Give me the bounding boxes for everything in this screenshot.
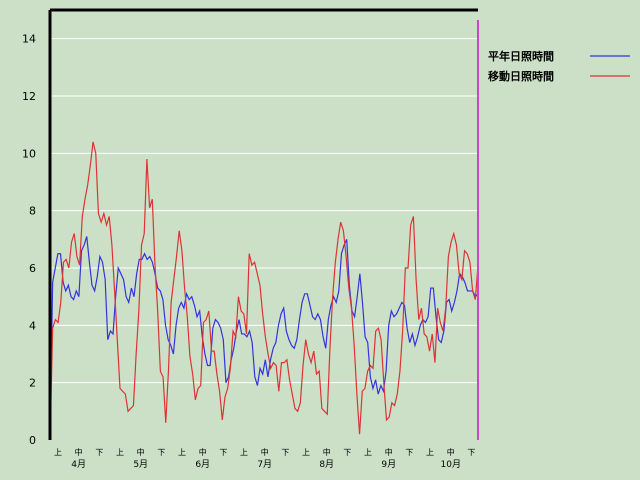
y-tick-label: 2: [29, 377, 36, 390]
x-month-label: 5月: [133, 459, 148, 470]
x-dekad-label: 下: [467, 448, 475, 457]
x-month-label: 6月: [195, 459, 210, 470]
x-dekad-label: 上: [364, 448, 372, 457]
x-dekad-label: 中: [137, 447, 145, 457]
series-line-normal: [49, 236, 479, 441]
x-dekad-label: 中: [199, 447, 207, 457]
x-dekad-label: 下: [343, 448, 351, 457]
y-tick-label: 8: [29, 205, 36, 218]
x-dekad-label: 中: [447, 447, 455, 457]
x-dekad-label: 上: [178, 448, 186, 457]
x-month-label: 8月: [319, 459, 334, 470]
x-month-label: 10月: [441, 459, 461, 470]
x-dekad-label: 下: [405, 448, 413, 457]
x-month-label: 9月: [381, 459, 396, 470]
series-line-moving: [49, 141, 479, 441]
x-month-label: 4月: [71, 459, 86, 470]
y-tick-label: 10: [22, 147, 36, 160]
x-dekad-label: 上: [54, 448, 62, 457]
x-dekad-label: 中: [323, 447, 331, 457]
x-dekad-label: 中: [75, 447, 83, 457]
x-dekad-label: 下: [281, 448, 289, 457]
y-tick-label: 0: [29, 434, 36, 447]
x-dekad-label: 上: [302, 448, 310, 457]
x-dekad-label: 下: [219, 448, 227, 457]
y-tick-label: 14: [22, 33, 36, 46]
x-month-label: 7月: [257, 459, 272, 470]
y-tick-label: 6: [29, 262, 36, 275]
legend-label: 移動日照時間: [488, 69, 554, 83]
legend-label: 平年日照時間: [488, 49, 554, 63]
x-dekad-label: 上: [426, 448, 434, 457]
x-dekad-label: 中: [385, 447, 393, 457]
y-tick-label: 4: [29, 319, 36, 332]
x-dekad-label: 下: [95, 448, 103, 457]
x-dekad-label: 上: [240, 448, 248, 457]
y-tick-label: 12: [22, 90, 36, 103]
x-dekad-label: 下: [157, 448, 165, 457]
x-dekad-label: 上: [116, 448, 124, 457]
x-dekad-label: 中: [261, 447, 269, 457]
